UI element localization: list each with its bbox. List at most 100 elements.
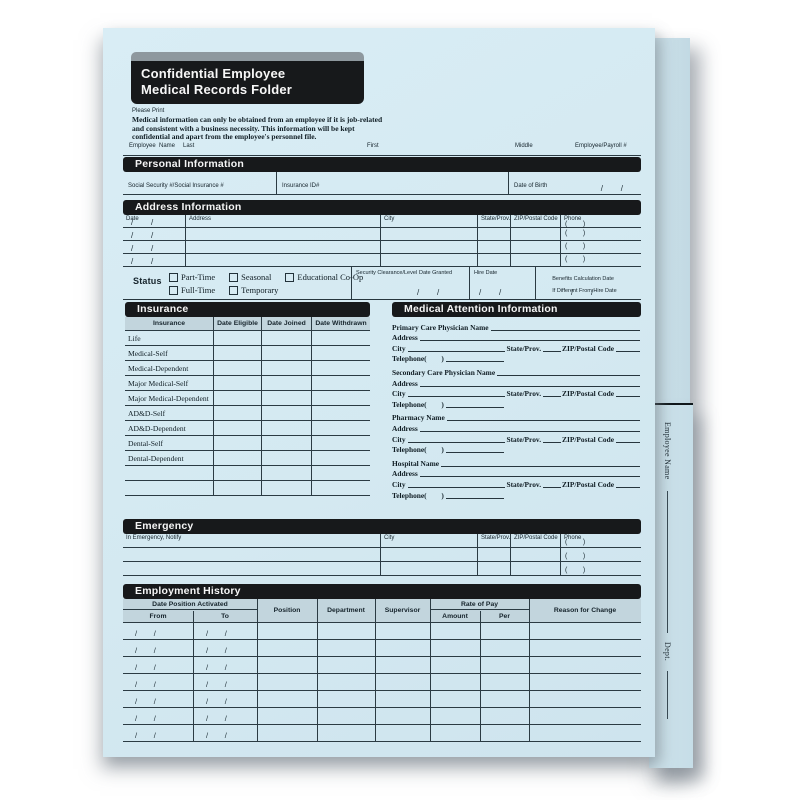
checkbox-label: Full-Time [181,285,216,295]
department-cell [317,674,375,690]
employee-name-row: Employee Name Last First Middle Employee… [123,142,641,156]
section-employment-history: Employment History [123,584,641,599]
city-label: City [392,434,406,444]
write-line [407,486,506,488]
phone-parens: ( ) [565,539,586,546]
date-eligible-cell [213,481,261,495]
to-cell: / / [193,674,257,690]
emergency-row: ( ) [123,548,641,562]
date-slashes: / / [206,697,227,706]
checkbox-educational-coop: Educational Co-Op [285,272,363,282]
date-eligible-cell [213,421,261,435]
header-divider [480,611,481,622]
status-label: Status [133,276,162,286]
employment-row: / / / / [123,640,641,657]
city-cell: City [380,534,477,547]
phone-parens: ( ) [424,490,444,500]
insurance-row [125,481,370,496]
write-line [445,497,504,499]
date-slashes: / / [206,629,227,638]
address-date-cell: Date / / [123,215,185,227]
date-slashes: / / [131,218,154,227]
amount-cell [430,657,480,673]
write-line [543,350,562,352]
to-header: To [221,613,229,620]
date-position-activated-header: Date Position Activated [123,601,257,610]
insurance-type [125,466,213,480]
address-cell [185,254,380,266]
folder-back-edge: Employee Name Dept. [649,38,693,768]
position-cell [257,674,317,690]
state-cell [477,254,510,266]
employment-header: Date Position Activated From To Position… [123,599,641,623]
benefits-date-label: Benefits Calculation Date If Different F… [540,270,616,300]
state-cell [477,228,510,240]
write-line [441,465,640,467]
zip-label: ZIP/Postal Code [562,479,614,489]
state-label: State/Prov. [506,434,542,444]
date-joined-cell [261,406,311,420]
amount-cell [430,623,480,639]
date-withdrawn-cell [311,391,370,405]
zip-cell [510,241,560,253]
insurance-type: Dental-Dependent [128,454,184,463]
phone-parens: ( ) [565,256,586,263]
address-row: Date / / Address City State/Prov. ZIP/Po… [123,215,641,228]
phone-parens: ( ) [424,354,444,364]
city-cell [380,241,477,253]
dob-field: Date of Birth / / [508,172,641,194]
phone-cell: ( ) [560,562,641,575]
supervisor-cell [375,657,430,673]
date-slashes: / / [135,697,156,706]
phone-label: Phone [564,216,582,222]
medical-attention-column: Primary Care Physician Name Address City… [392,321,641,503]
phone-cell: ( ) [560,548,641,561]
date-joined-cell [261,346,311,360]
state-label: State/Prov. [506,389,542,399]
zip-cell [510,548,560,561]
date-slashes: / / [131,231,154,240]
zip-label: ZIP/Postal Code [562,343,614,353]
telephone-label: Telephone [392,490,425,500]
date-withdrawn-cell [311,451,370,465]
write-line [407,441,506,443]
insurance-id-field: Insurance ID# [276,172,508,194]
per-header: Per [499,613,510,620]
date-withdrawn-cell [311,481,370,495]
checkbox-seasonal: Seasonal [229,272,271,282]
address-label: Address [392,469,418,479]
to-cell: / / [193,657,257,673]
date-eligible-col-header: Date Eligible [213,317,261,330]
zip-label: ZIP/Postal Code [514,216,558,222]
state-cell: State/Prov. [477,534,510,547]
employment-row: / / / / [123,623,641,640]
employment-row: / / / / [123,725,641,742]
form-title-line2: Medical Records Folder [141,81,293,97]
city-cell [380,548,477,561]
write-line [616,486,640,488]
to-cell: / / [193,623,257,639]
checkbox-label: Educational Co-Op [297,272,364,282]
benefits-label-line1: Benefits Calculation Date [552,276,614,282]
write-line [616,441,640,443]
department-cell [317,657,375,673]
write-line [407,396,506,398]
amount-cell [430,674,480,690]
status-checkbox-row1: Part-Time Seasonal Educational Co-Op [169,272,363,282]
phone-parens: ( ) [565,553,586,560]
pharmacy-block: Pharmacy Name Address City State/Prov. ZIP… [392,412,641,454]
tab-dept-label: Dept. [663,642,672,662]
state-label: State/Prov. [506,343,542,353]
date-slashes: / / [206,680,227,689]
state-cell: State/Prov. [477,215,510,227]
status-checkbox-row2: Full-Time Temporary [169,285,278,295]
date-withdrawn-cell [311,436,370,450]
per-cell [480,640,529,656]
insurance-col-header: Insurance [152,320,186,327]
state-label: State/Prov. [506,479,542,489]
write-line [419,340,640,342]
per-cell [480,657,529,673]
benefits-date-slashes: / / [571,288,594,297]
insurance-row: AD&D-Self [125,406,370,421]
write-line [616,350,640,352]
